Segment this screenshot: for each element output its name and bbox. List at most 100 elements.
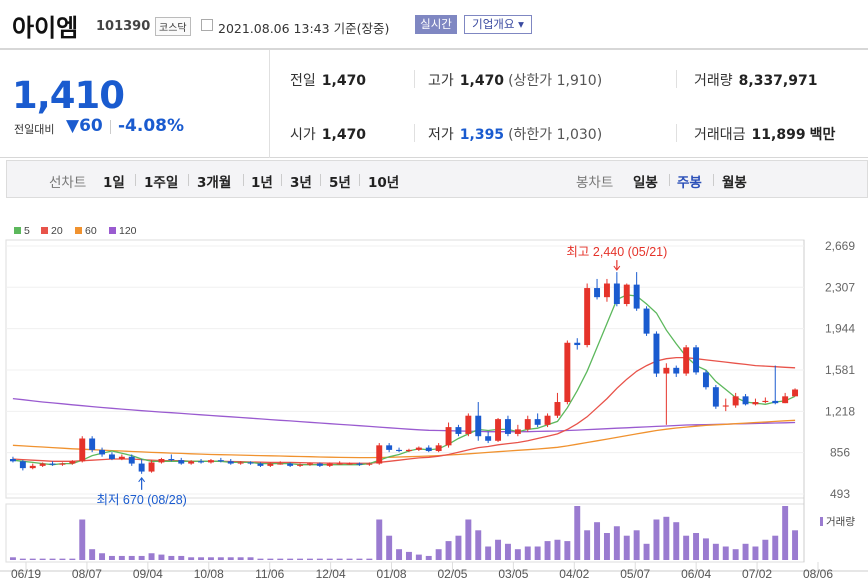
max-arrow-head: [613, 265, 621, 271]
volume-bar: [108, 555, 115, 560]
candle-body: [772, 400, 779, 404]
x-tick-label: 08/07: [72, 567, 102, 581]
x-tick-label: 04/02: [559, 567, 589, 581]
candle-body: [782, 396, 789, 404]
candle-body: [336, 463, 343, 465]
tab-5years[interactable]: 5년: [329, 175, 351, 191]
volume-bar: [148, 553, 155, 560]
candle-body: [693, 347, 700, 373]
open-price: 시가 1,470: [290, 127, 367, 143]
volume-bar: [584, 530, 591, 560]
legend-label: 20: [51, 225, 63, 237]
volume-bar: [722, 546, 729, 560]
candle-body: [435, 445, 442, 452]
candle-body: [128, 456, 135, 464]
volume-bar: [19, 558, 26, 560]
candle-body: [722, 405, 729, 407]
volume: 거래량 8,337,971: [694, 73, 818, 89]
volume-bar: [69, 558, 76, 560]
x-tick-label: 06/04: [681, 567, 711, 581]
volume-bar: [366, 558, 373, 560]
candle-body: [188, 461, 195, 464]
company-overview-dropdown[interactable]: 기업개요 ▾: [464, 15, 532, 34]
prev-close: 전일 1,470: [290, 73, 367, 89]
volume-bar: [633, 530, 640, 560]
tab-weekly[interactable]: 주봉: [677, 175, 702, 191]
volume-bar: [326, 558, 333, 560]
candle-body: [386, 445, 393, 450]
volume-bar: [702, 538, 709, 560]
volume-legend-swatch: [820, 517, 823, 526]
line-chart-label[interactable]: 선차트: [49, 175, 87, 191]
volume-bar: [782, 506, 789, 560]
volume-bar: [39, 558, 46, 560]
min-price-label: 최저 670 (08/28): [96, 493, 186, 507]
candle-body: [712, 387, 719, 407]
divider: [676, 124, 677, 142]
volume-bar: [792, 530, 799, 560]
tab-1year[interactable]: 1년: [251, 175, 273, 191]
candle-body: [594, 288, 601, 298]
x-tick-label: 03/05: [498, 567, 528, 581]
candle-body: [564, 342, 571, 403]
volume-bar: [415, 554, 422, 560]
candle-body: [287, 463, 294, 466]
volume-bar: [455, 535, 462, 560]
x-tick-label: 02/05: [437, 567, 467, 581]
candle-body: [158, 459, 165, 463]
x-tick-label: 05/07: [620, 567, 650, 581]
volume-bar: [504, 543, 511, 560]
candle-body: [673, 367, 680, 374]
tab-1week[interactable]: 1주일: [144, 175, 179, 191]
volume-bar: [247, 557, 254, 560]
volume-bar: [99, 553, 106, 560]
volume-bar: [643, 543, 650, 560]
stock-code: 101390: [96, 19, 151, 34]
candlestick-chart[interactable]: 2,669 2,307 1,944 1,581 1,218 856 493 5 20 60 120 거…: [0, 220, 868, 586]
candle-body: [138, 463, 145, 472]
candle-body: [257, 463, 264, 466]
candle-body: [584, 288, 591, 346]
change-value: ▼60: [66, 116, 103, 136]
candle-body: [148, 462, 155, 472]
volume-bar: [346, 558, 353, 560]
volume-bar: [762, 539, 769, 560]
volume-bar: [445, 541, 452, 560]
max-price-label: 최고 2,440 (05/21): [566, 245, 667, 259]
volume-bar: [693, 533, 700, 560]
x-tick-label: 06/19: [11, 567, 41, 581]
volume-bar: [198, 557, 205, 560]
divider: [713, 174, 714, 186]
candle-body: [297, 464, 304, 466]
candle-body: [79, 438, 86, 462]
volume-bar: [712, 543, 719, 560]
x-tick-label: 01/08: [377, 567, 407, 581]
x-tick-label: 08/06: [803, 567, 833, 581]
tab-3years[interactable]: 3년: [290, 175, 312, 191]
divider: [281, 174, 282, 186]
volume-bar: [237, 557, 244, 560]
volume-bar: [524, 546, 531, 560]
volume-bar: [336, 558, 343, 560]
candle-body: [653, 333, 660, 374]
tab-10years[interactable]: 10년: [368, 175, 400, 191]
legend-swatch: [109, 227, 116, 234]
candle-chart-label[interactable]: 봉차트: [576, 175, 614, 191]
candle-body: [59, 463, 66, 465]
volume-bar: [495, 539, 502, 560]
volume-bar: [118, 555, 125, 560]
candle-body: [643, 308, 650, 334]
candle-body: [603, 283, 610, 298]
y-tick-label: 493: [830, 487, 850, 501]
candle-body: [752, 402, 759, 405]
volume-bar: [128, 555, 135, 560]
tab-daily[interactable]: 일봉: [633, 175, 658, 191]
current-price-panel: 1,410 전일대비 ▼60 -4.08%: [0, 50, 270, 158]
tab-monthly[interactable]: 월봉: [722, 175, 747, 191]
realtime-button[interactable]: 실시간: [415, 15, 457, 34]
volume-bar: [752, 546, 759, 560]
divider: [110, 120, 111, 134]
tab-3months[interactable]: 3개월: [197, 175, 232, 191]
volume-bar: [683, 535, 690, 560]
tab-1day[interactable]: 1일: [103, 175, 125, 191]
